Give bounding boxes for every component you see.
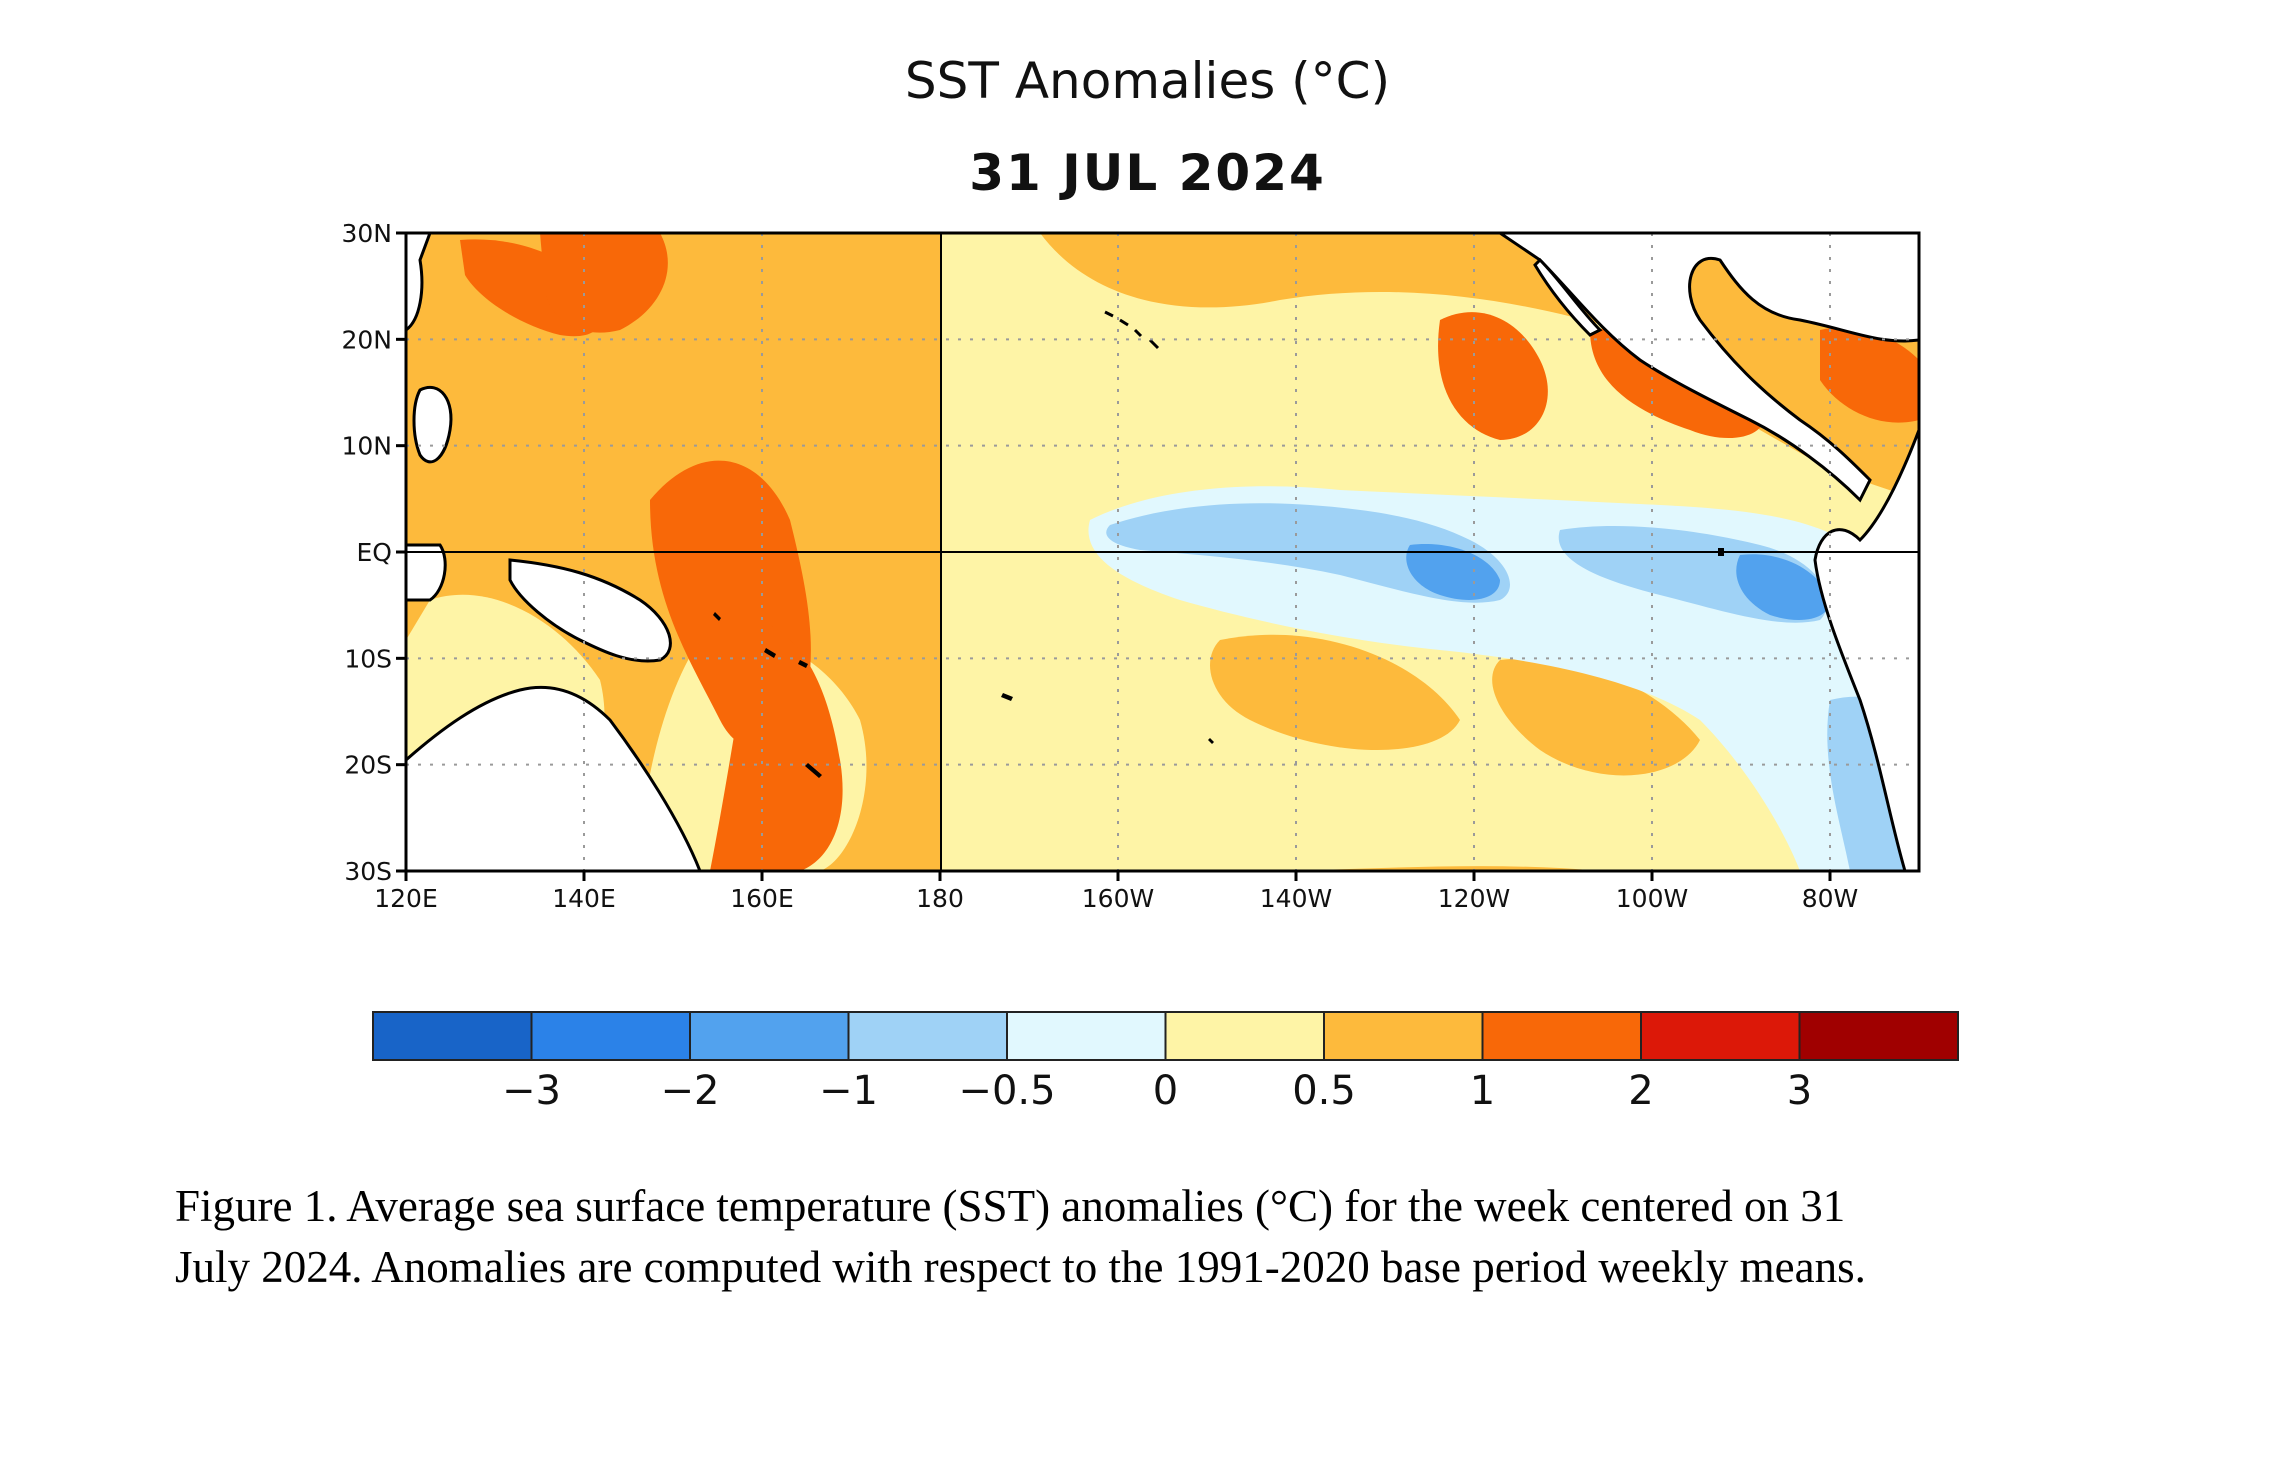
sst-region-caribbean-hot (1820, 327, 1919, 423)
colorbar-swatch (372, 1011, 533, 1061)
colorbar-swatch (689, 1011, 850, 1061)
colorbar: −3 −2 −1 −0.5 0 0.5 1 2 3 (372, 1011, 1959, 1114)
colorbar-label: 0.5 (1292, 1068, 1356, 1114)
lon-tick-label: 120E (374, 884, 438, 913)
caption-line-1: Figure 1. Average sea surface temperatur… (175, 1181, 1846, 1231)
land-south-america (1813, 429, 1919, 871)
lon-tick-label: 140E (552, 884, 616, 913)
sst-map: 30N 20N 10N EQ 10S 20S 30S 120E 140E 160E 180 160W… (341, 219, 1959, 1114)
land-hawaii (1104, 310, 1160, 350)
colorbar-label: −3 (502, 1068, 561, 1114)
colorbar-swatch (1640, 1011, 1801, 1061)
land-baja (1533, 257, 1603, 337)
latitude-axis: 30N 20N 10N EQ 10S 20S 30S (341, 219, 406, 886)
longitude-axis: 120E 140E 160E 180 160W 140W 120W 100W 80W (374, 871, 1858, 913)
lon-tick-label: 180 (916, 884, 964, 913)
lat-tick-label: 20S (344, 751, 392, 780)
gridlines (406, 233, 1919, 871)
lat-tick-label: 10S (344, 644, 392, 673)
sst-region-kuroshio-hot (540, 233, 668, 333)
land-borneo-indonesia (406, 543, 447, 602)
lat-tick-label: 20N (341, 325, 392, 354)
lat-tick-label: 10N (341, 432, 392, 461)
lon-tick-label: 80W (1802, 884, 1859, 913)
sst-region-subtrop-south-hot (710, 620, 843, 871)
colorbar-swatch (1164, 1011, 1325, 1061)
colorbar-swatch (1481, 1011, 1642, 1061)
colorbar-label: −1 (819, 1068, 878, 1114)
caption-line-2: July 2024. Anomalies are computed with r… (175, 1242, 1866, 1292)
land-new-guinea (508, 558, 672, 663)
lat-tick-label: 30N (341, 219, 392, 248)
sst-region-se-warm-2 (1492, 658, 1700, 776)
colorbar-swatch (1006, 1011, 1167, 1061)
lon-tick-label: 100W (1616, 884, 1688, 913)
lat-tick-label: EQ (357, 538, 392, 567)
colorbar-label: 2 (1628, 1068, 1653, 1114)
map-title: SST Anomalies (°C) (904, 52, 1391, 110)
colorbar-label: 0 (1153, 1068, 1178, 1114)
lon-tick-label: 120W (1438, 884, 1510, 913)
lon-tick-label: 140W (1260, 884, 1332, 913)
map-date: 31 JUL 2024 (969, 144, 1326, 202)
colorbar-label: −2 (661, 1068, 720, 1114)
sst-region-se-warm (1210, 634, 1460, 750)
sst-region-cold-core-2 (1736, 554, 1830, 620)
lat-tick-label: 30S (344, 857, 392, 886)
land-north-america (1497, 233, 1919, 503)
land-philippines (412, 386, 453, 464)
lon-tick-label: 160W (1082, 884, 1154, 913)
colorbar-swatch (1323, 1011, 1484, 1061)
colorbar-swatch (530, 1011, 691, 1061)
sst-region-baja-hot (1438, 312, 1548, 440)
sst-region-cold-core-1 (1406, 544, 1500, 600)
colorbar-swatch (1798, 1011, 1959, 1061)
figure-caption: Figure 1. Average sea surface temperatur… (175, 1176, 2175, 1298)
colorbar-swatch (847, 1011, 1008, 1061)
colorbar-label: 1 (1470, 1068, 1495, 1114)
lon-tick-label: 160E (730, 884, 794, 913)
land-australia (406, 685, 702, 871)
colorbar-label: 3 (1787, 1068, 1812, 1114)
colorbar-label: −0.5 (958, 1068, 1055, 1114)
